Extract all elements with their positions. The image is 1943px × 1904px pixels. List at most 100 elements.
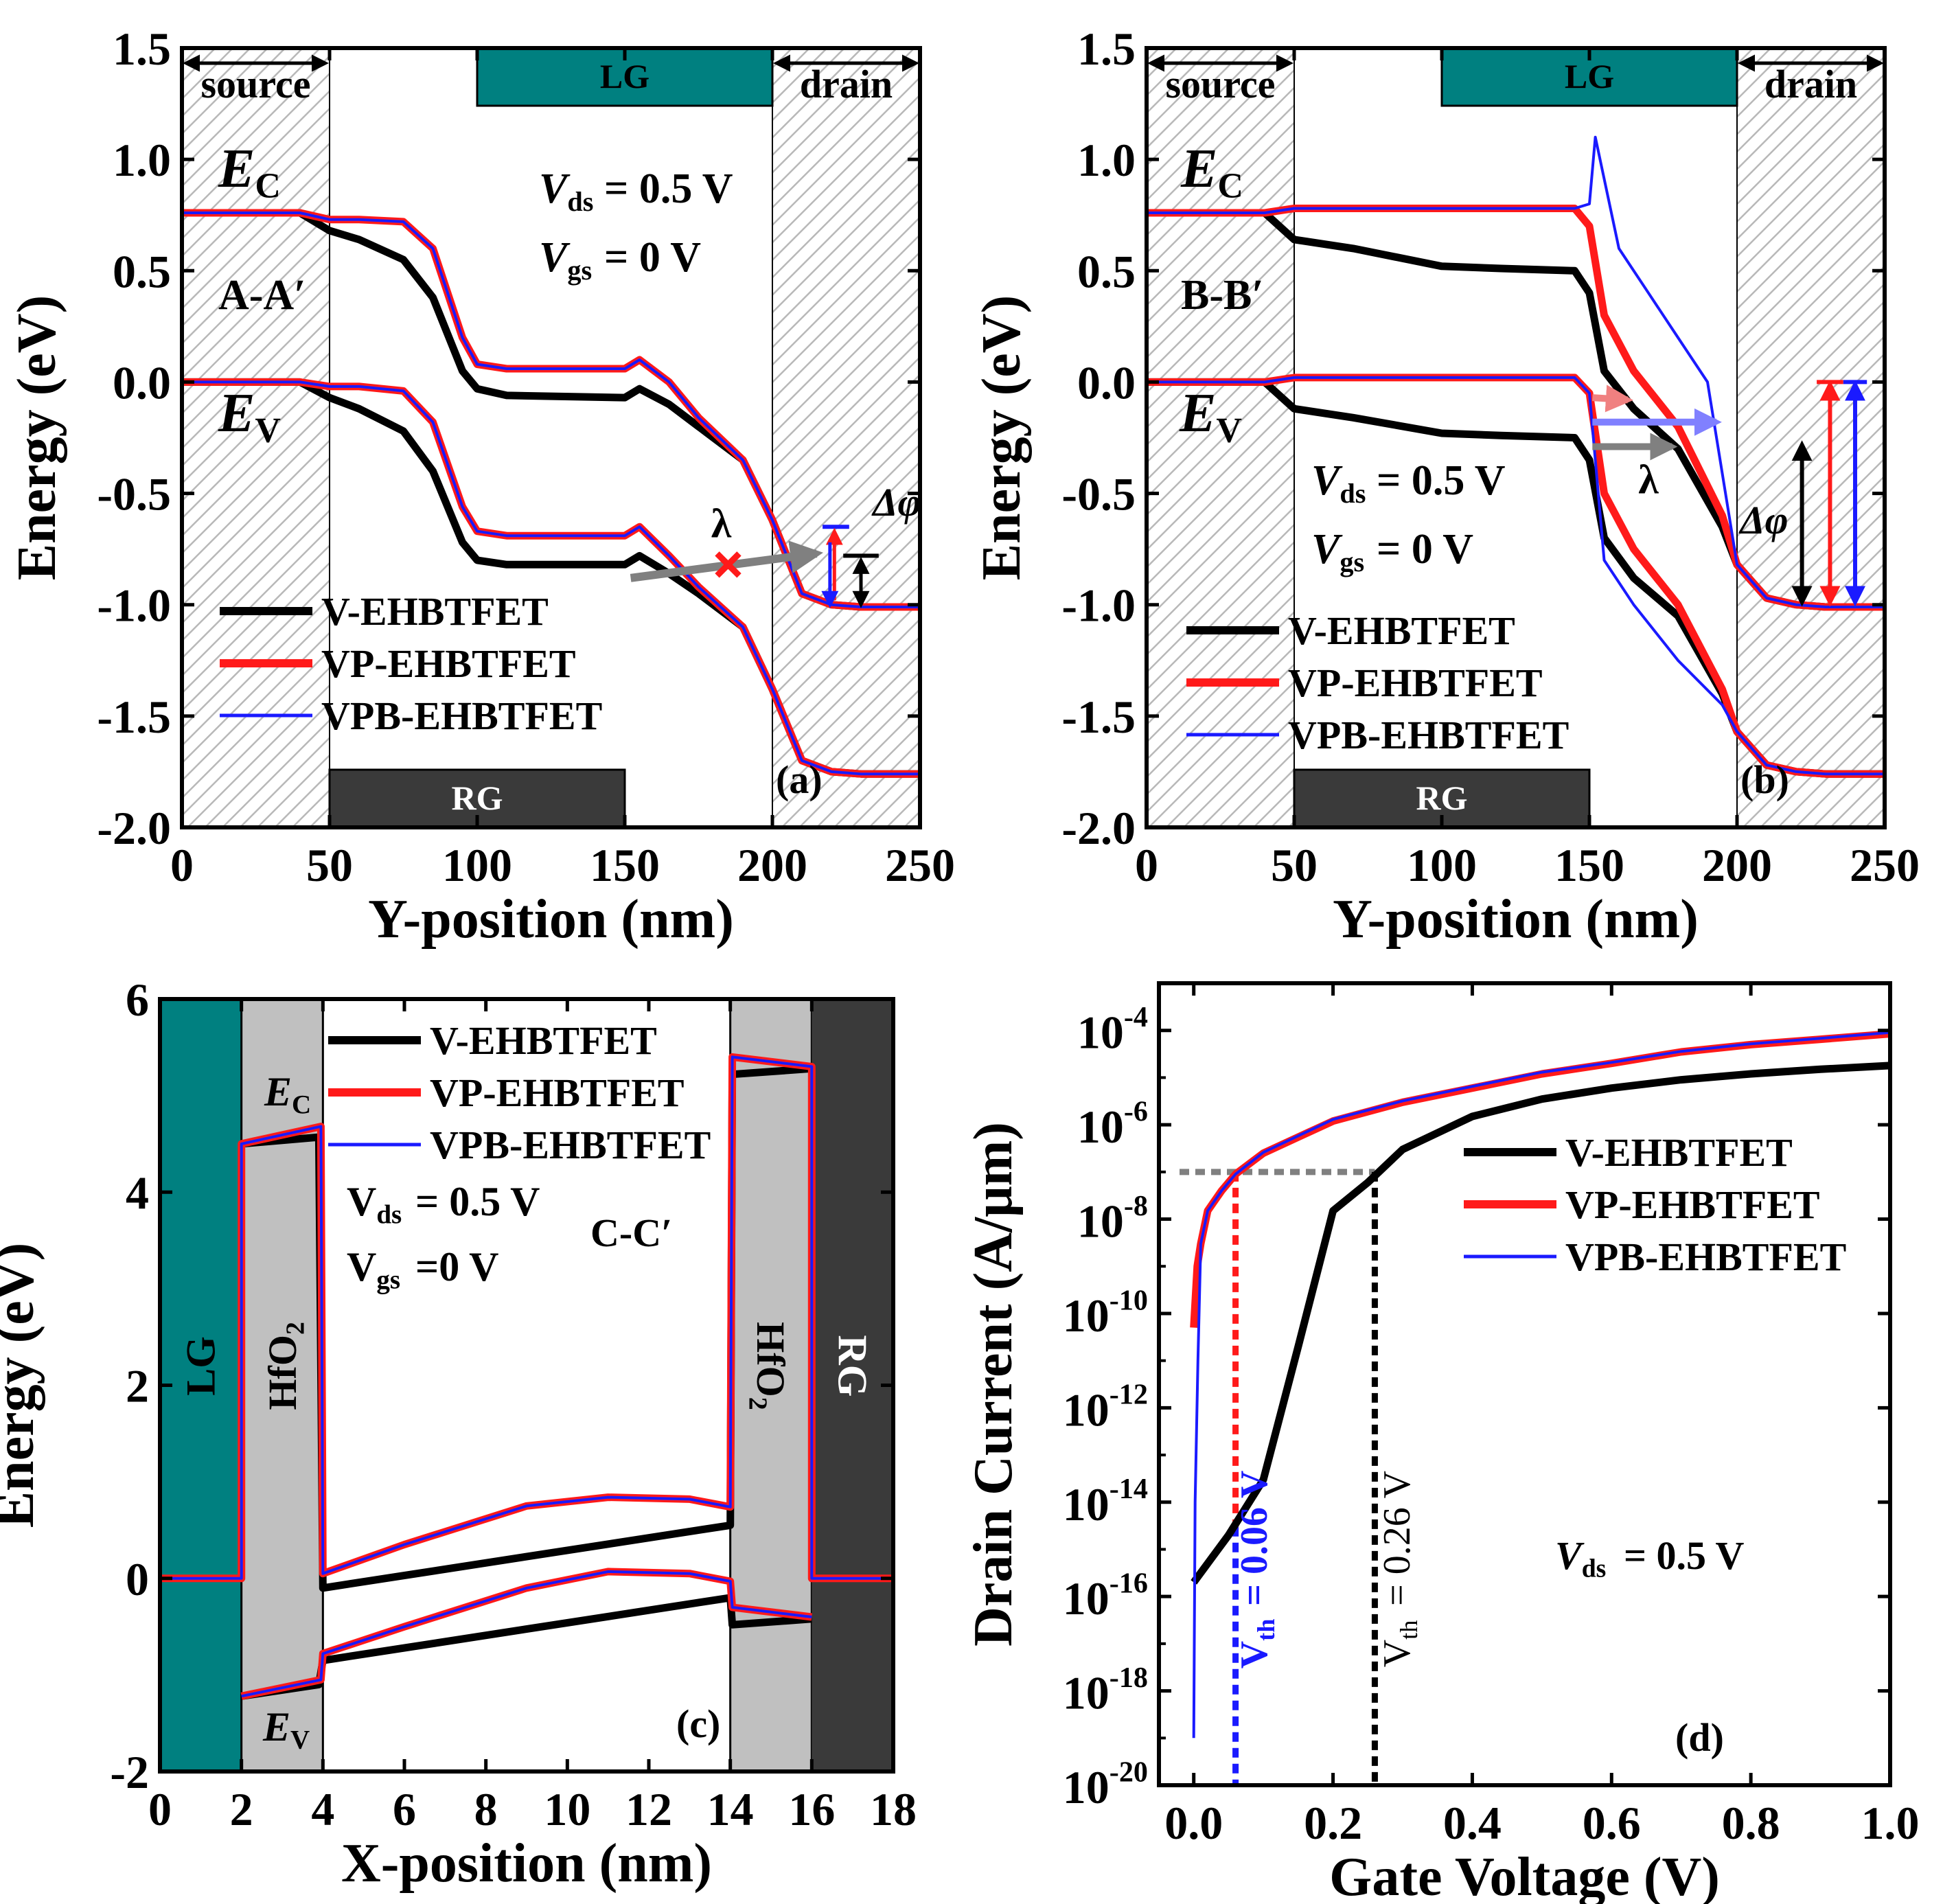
vth-value-vp: = 0.06 V bbox=[1233, 1471, 1276, 1606]
source-region bbox=[182, 48, 330, 827]
drain-label: drain bbox=[800, 62, 893, 106]
legend-label: V-EHBTFET bbox=[430, 1018, 657, 1063]
vds-value: = 0.5 V bbox=[415, 1179, 540, 1224]
vds-value: = 0.5 V bbox=[604, 165, 733, 212]
vds-symbol: Vds bbox=[347, 1179, 402, 1230]
vds-symbol: Vds bbox=[539, 165, 593, 217]
x-tick-label: 0 bbox=[148, 1783, 172, 1835]
y-axis-label: Energy (eV) bbox=[7, 295, 67, 580]
vth-value-v: = 0.26 V bbox=[1376, 1471, 1418, 1606]
x-tick-label: 250 bbox=[1850, 839, 1920, 891]
vgs-symbol: Vgs bbox=[539, 234, 592, 286]
right-gate-region bbox=[812, 999, 893, 1771]
series-line-v-ehbtfet-ev bbox=[240, 1594, 812, 1700]
y-tick-label: 0.5 bbox=[113, 245, 171, 297]
vgs-symbol: Vgs bbox=[347, 1244, 400, 1295]
x-tick-label: 250 bbox=[885, 839, 955, 891]
vds-value: = 0.5 V bbox=[1377, 457, 1506, 504]
ev-label: EV bbox=[218, 383, 281, 450]
x-tick-label: 0.4 bbox=[1443, 1797, 1502, 1849]
legend-label: V-EHBTFET bbox=[321, 589, 549, 634]
y-tick-label: -0.5 bbox=[97, 468, 171, 520]
y-tick-label: 2 bbox=[126, 1360, 149, 1412]
x-axis-label: X-position (nm) bbox=[341, 1833, 712, 1894]
dphi-label: Δφ bbox=[1738, 498, 1788, 542]
drain-region bbox=[772, 48, 920, 827]
series-line-vpb-ehbtfet-ev bbox=[241, 1570, 812, 1698]
x-tick-label: 100 bbox=[1407, 839, 1477, 891]
source-label: source bbox=[200, 62, 310, 106]
section-label: B-B′ bbox=[1181, 272, 1264, 319]
y-tick-label: 1.0 bbox=[113, 134, 171, 186]
vth-symbol-vp: Vth bbox=[1233, 1618, 1280, 1668]
vgs-value: =0 V bbox=[415, 1244, 498, 1289]
left-gate-label: LG bbox=[178, 1336, 223, 1396]
drain-region bbox=[1737, 48, 1885, 827]
legend-label: VPB-EHBTFET bbox=[321, 693, 602, 738]
vds-symbol: Vds bbox=[1311, 457, 1366, 509]
y-tick-label: 10-20 bbox=[1063, 1756, 1148, 1813]
vth-symbol-v: Vth bbox=[1376, 1620, 1423, 1667]
oxide-right-label: HfO2 bbox=[744, 1322, 793, 1410]
y-tick-label: -1.0 bbox=[97, 580, 171, 632]
series-line-vpb-ehbtfet bbox=[1192, 1031, 1891, 1739]
section-label: A-A′ bbox=[218, 272, 306, 319]
x-tick-label: 50 bbox=[306, 839, 353, 891]
x-tick-label: 14 bbox=[707, 1783, 754, 1835]
y-tick-label: -1.5 bbox=[1061, 691, 1136, 743]
x-tick-label: 100 bbox=[442, 839, 512, 891]
x-tick-label: 200 bbox=[737, 839, 807, 891]
y-tick-label: 1.0 bbox=[1077, 134, 1136, 186]
right-gate-label: RG bbox=[452, 779, 503, 817]
y-tick-label: 0.0 bbox=[1077, 356, 1136, 409]
tunneling-arrow-vp bbox=[1591, 385, 1633, 413]
drain-label: drain bbox=[1764, 62, 1857, 106]
vds-symbol: Vds bbox=[1555, 1533, 1606, 1583]
legend-label: VPB-EHBTFET bbox=[1288, 713, 1569, 757]
x-tick-label: 0 bbox=[1135, 839, 1158, 891]
panel-label: (a) bbox=[776, 757, 823, 802]
y-tick-label: 10-14 bbox=[1063, 1473, 1148, 1530]
x-tick-label: 0.8 bbox=[1722, 1797, 1780, 1849]
vds-value: = 0.5 V bbox=[1624, 1533, 1745, 1578]
x-tick-label: 0.0 bbox=[1164, 1797, 1223, 1849]
y-tick-label: -2.0 bbox=[97, 802, 171, 854]
plot-frame bbox=[180, 46, 922, 829]
y-tick-label: 0 bbox=[126, 1553, 149, 1605]
left-gate-label: LG bbox=[1565, 57, 1614, 95]
series-line-v-ehbtfet bbox=[1191, 1062, 1891, 1585]
panel-d: 0.0 0.2 0.4 0.6 0.8 1.0 10-20 10-18 10-16 10-14 10… bbox=[963, 981, 1920, 1904]
x-tick-label: 200 bbox=[1702, 839, 1772, 891]
legend-label: VPB-EHBTFET bbox=[430, 1123, 711, 1167]
ec-label: EC bbox=[1180, 139, 1243, 206]
legend-label: VP-EHBTFET bbox=[430, 1070, 685, 1115]
plot-frame bbox=[1145, 46, 1887, 829]
y-axis-label: Energy (eV) bbox=[0, 1243, 45, 1528]
series-line-vpb-ehbtfet-ev bbox=[1147, 376, 1885, 776]
x-tick-label: 0 bbox=[170, 839, 194, 891]
series-line-vpb-ehbtfet-ec bbox=[160, 1055, 893, 1580]
y-axis-label: Energy (eV) bbox=[972, 295, 1032, 580]
y-tick-label: 0.5 bbox=[1077, 245, 1136, 297]
x-tick-label: 10 bbox=[544, 1783, 590, 1835]
legend-label: VP-EHBTFET bbox=[1565, 1182, 1820, 1227]
x-tick-label: 0.2 bbox=[1304, 1797, 1362, 1849]
y-tick-label: -1.0 bbox=[1061, 580, 1136, 632]
y-tick-label: 1.5 bbox=[1077, 23, 1136, 75]
y-tick-label: 10-10 bbox=[1063, 1284, 1148, 1342]
y-tick-label: -0.5 bbox=[1061, 468, 1136, 520]
panel-b: LG RG source drain 0 50 100 150 200 250 -2.0 -1.5 -1… bbox=[972, 23, 1920, 950]
series-line-vpb-ehbtfet-ec bbox=[1147, 135, 1885, 608]
vgs-value: = 0 V bbox=[604, 234, 701, 281]
x-tick-label: 6 bbox=[393, 1783, 416, 1835]
x-tick-label: 150 bbox=[1554, 839, 1624, 891]
ec-label: EC bbox=[264, 1069, 311, 1120]
series-line-v-ehbtfet-ec bbox=[241, 1064, 812, 1592]
legend-label: VP-EHBTFET bbox=[321, 641, 576, 686]
panel-a: LG RG source drain 0 50 100 150 200 250 -2.0 -1.5 -1… bbox=[7, 23, 955, 950]
x-tick-label: 150 bbox=[590, 839, 660, 891]
left-gate-label: LG bbox=[600, 57, 649, 95]
right-gate-label: RG bbox=[830, 1335, 875, 1397]
y-tick-label: 10-16 bbox=[1063, 1568, 1148, 1625]
